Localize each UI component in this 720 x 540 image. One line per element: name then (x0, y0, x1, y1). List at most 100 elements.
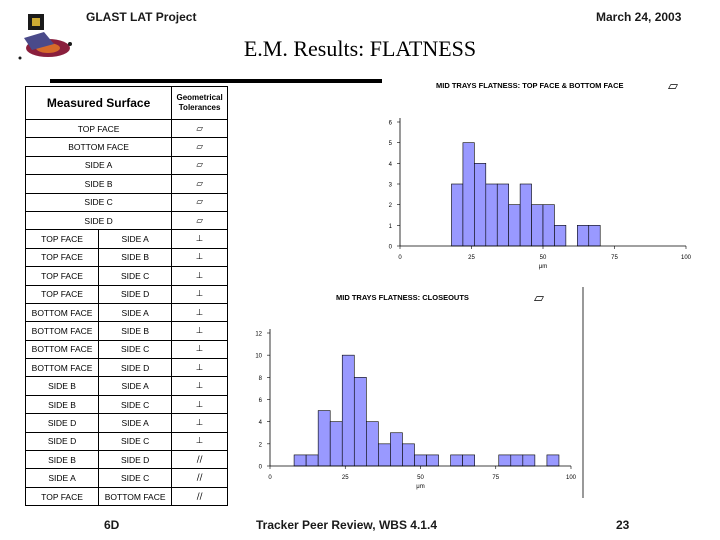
surface-cell-a: BOTTOM FACE (24, 358, 100, 378)
histogram-bar (462, 142, 475, 247)
y-tick-label: 6 (259, 398, 263, 404)
table-row: TOP FACE SIDE D ⊥ (24, 284, 228, 304)
surface-cell-a: BOTTOM FACE (24, 302, 100, 323)
flatness-icon: ▱ (171, 137, 228, 157)
x-tick-label: 100 (681, 255, 692, 261)
table-row: BOTTOM FACE SIDE D ⊥ (24, 358, 228, 378)
footer-center: Tracker Peer Review, WBS 4.1.4 (256, 518, 437, 532)
table-row: TOP FACE SIDE B ⊥ (24, 247, 228, 268)
chart-top-bottom-face: MID TRAYS FLATNESS: TOP FACE & BOTTOM FA… (389, 78, 692, 270)
y-tick-label: 4 (259, 420, 263, 426)
histogram-bar (366, 421, 379, 467)
flatness-icon: ▱ (171, 155, 228, 176)
surface-cell: SIDE B (24, 174, 173, 194)
x-tick-label: 75 (492, 475, 499, 481)
flatness-icon: ▱ (534, 290, 544, 305)
histogram-bar (329, 421, 343, 467)
y-tick-label: 5 (389, 141, 393, 147)
table-row: SIDE B SIDE A ⊥ (24, 376, 228, 396)
surface-cell-b: SIDE A (98, 413, 173, 433)
histogram-bar (531, 204, 544, 247)
surface-cell-a: TOP FACE (24, 247, 100, 268)
glast-logo (18, 14, 72, 60)
table-row: SIDE A ▱ (24, 155, 228, 176)
y-tick-label: 6 (389, 121, 393, 127)
surface-cell-a: TOP FACE (24, 284, 100, 304)
perpendicularity-icon: ⊥ (171, 266, 228, 286)
y-tick-label: 2 (259, 442, 263, 448)
flatness-icon: ▱ (171, 118, 228, 139)
table-row: BOTTOM FACE ▱ (24, 137, 228, 157)
x-tick-label: 0 (398, 255, 402, 261)
histogram-bar (402, 443, 415, 467)
y-tick-label: 8 (259, 376, 263, 382)
perpendicularity-icon: ⊥ (171, 376, 228, 396)
y-tick-label: 12 (255, 332, 262, 338)
surface-cell-a: TOP FACE (24, 229, 100, 249)
chart-title: MID TRAYS FLATNESS: TOP FACE & BOTTOM FA… (436, 81, 624, 90)
tolerance-table: Measured Surface Geometrical Tolerances … (24, 86, 228, 507)
histogram-bar (474, 163, 487, 247)
surface-cell-a: SIDE D (24, 413, 100, 433)
table-row: TOP FACE SIDE A ⊥ (24, 229, 228, 249)
perpendicularity-icon: ⊥ (171, 302, 228, 323)
surface-cell: SIDE A (24, 155, 173, 176)
x-tick-label: 100 (566, 475, 577, 481)
col-measured-surface: Measured Surface (24, 86, 173, 120)
perpendicularity-icon: ⊥ (171, 247, 228, 268)
histogram-bar (554, 225, 567, 247)
table-row: TOP FACE BOTTOM FACE// (24, 486, 228, 507)
histogram-bar (542, 204, 555, 247)
surface-cell-b: SIDE C (98, 339, 173, 360)
surface-cell: BOTTOM FACE (24, 137, 173, 157)
y-tick-label: 2 (389, 203, 393, 209)
perpendicularity-icon: ⊥ (171, 229, 228, 249)
surface-cell-b: SIDE C (98, 266, 173, 286)
table-row: SIDE D SIDE C ⊥ (24, 431, 228, 452)
histogram-bar (426, 454, 439, 467)
surface-cell-a: SIDE B (24, 450, 100, 470)
histogram-bar (353, 377, 367, 467)
histogram-bar (546, 454, 560, 467)
perpendicularity-icon: ⊥ (171, 339, 228, 360)
surface-cell-a: TOP FACE (24, 266, 100, 286)
chart-title: MID TRAYS FLATNESS: CLOSEOUTS (336, 293, 469, 302)
table-row: BOTTOM FACE SIDE C ⊥ (24, 339, 228, 360)
surface-cell-a: SIDE B (24, 394, 100, 415)
y-tick-label: 1 (389, 224, 393, 230)
histogram-bar (508, 204, 521, 247)
surface-cell-b: SIDE C (98, 394, 173, 415)
x-tick-label: 75 (611, 255, 618, 261)
surface-cell: SIDE C (24, 192, 173, 212)
table-row: SIDE A SIDE C// (24, 468, 228, 488)
histogram-bar (462, 454, 475, 467)
table-row: BOTTOM FACE SIDE A ⊥ (24, 302, 228, 323)
surface-cell-b: SIDE A (98, 302, 173, 323)
surface-cell-a: BOTTOM FACE (24, 339, 100, 360)
project-name: GLAST LAT Project (86, 10, 197, 24)
page-number: 23 (616, 518, 630, 532)
surface-cell-b: SIDE A (98, 376, 173, 396)
table-row: SIDE B SIDE D// (24, 450, 228, 470)
table-row: SIDE B SIDE C ⊥ (24, 394, 228, 415)
table-row: TOP FACE ▱ (24, 118, 228, 139)
table-row: TOP FACE SIDE C ⊥ (24, 266, 228, 286)
x-tick-label: 0 (268, 475, 272, 481)
y-tick-label: 0 (389, 245, 393, 251)
x-axis-label: μm (416, 484, 424, 490)
surface-cell-a: SIDE A (24, 468, 100, 488)
histogram-bar (519, 183, 532, 247)
perpendicularity-icon: ⊥ (171, 321, 228, 341)
title-rule (50, 79, 382, 83)
surface-cell-a: BOTTOM FACE (24, 321, 100, 341)
parallelism-icon: // (171, 468, 228, 488)
histogram-bar (496, 183, 509, 247)
perpendicularity-icon: ⊥ (171, 358, 228, 378)
surface-cell-b: SIDE D (98, 450, 173, 470)
flatness-icon: ▱ (171, 210, 228, 231)
histogram-bar (451, 183, 464, 247)
surface-cell-b: SIDE D (98, 358, 173, 378)
flatness-icon: ▱ (668, 78, 678, 93)
histogram-bar (414, 454, 427, 467)
parallelism-icon: // (171, 486, 228, 507)
